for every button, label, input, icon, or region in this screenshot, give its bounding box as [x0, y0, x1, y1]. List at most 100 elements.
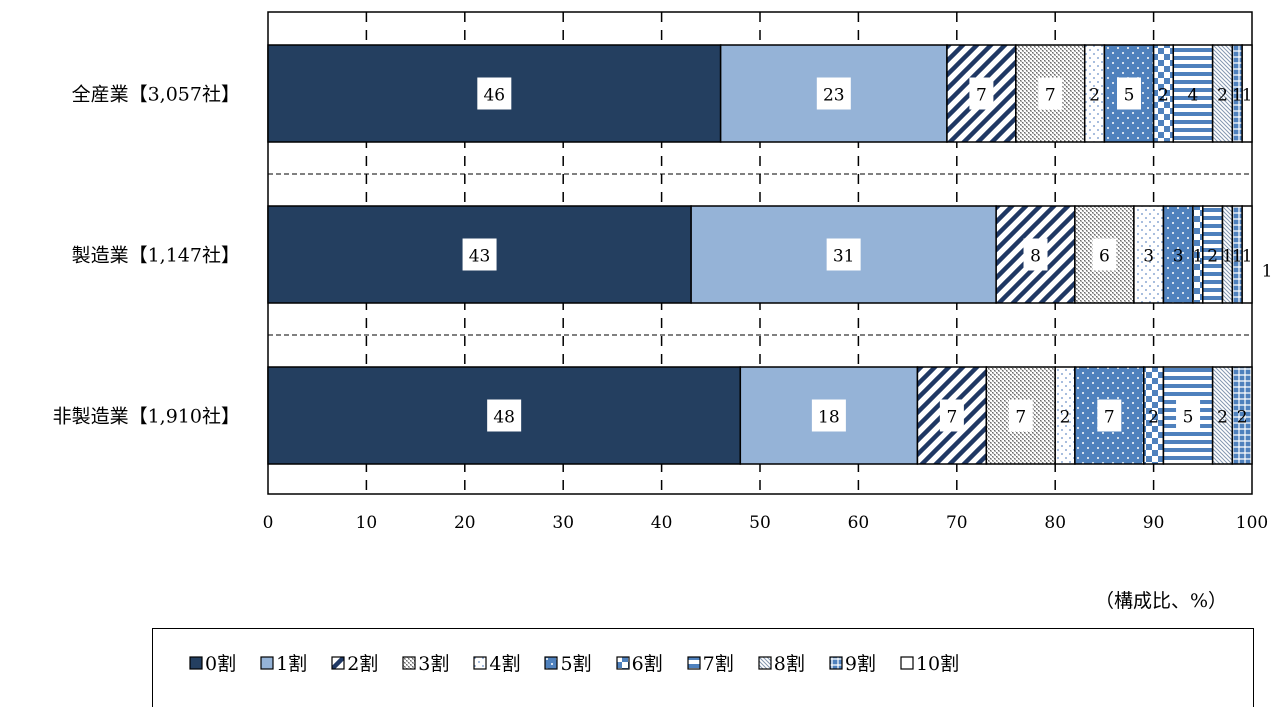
legend-label: 3割: [418, 653, 450, 675]
legend-item: 8割: [758, 649, 805, 676]
bar-segment: [1231, 366, 1253, 465]
x-tick-label: 80: [1044, 513, 1066, 533]
data-label: 1: [1232, 247, 1243, 267]
legend-label: 5割: [560, 653, 592, 675]
data-label: 18: [818, 408, 840, 428]
legend-swatch: [402, 655, 416, 670]
legend-label: 8割: [773, 653, 805, 675]
data-label: 48: [493, 408, 515, 428]
legend-label: 1割: [276, 653, 308, 675]
data-label: 3: [1173, 247, 1184, 267]
data-label: 7: [1015, 408, 1026, 428]
data-label: 31: [833, 247, 855, 267]
data-label: 2: [1148, 408, 1159, 428]
data-label-box: [1092, 238, 1117, 271]
data-label: 1: [1242, 86, 1253, 106]
data-label: 7: [1104, 408, 1115, 428]
data-label: 1: [1192, 247, 1203, 267]
data-label-box: [462, 238, 497, 271]
data-label: 7: [946, 408, 957, 428]
data-label-box: [1038, 77, 1063, 110]
data-label-box: [969, 77, 994, 110]
legend-label: 9割: [844, 653, 876, 675]
data-label-box: [1008, 399, 1033, 432]
data-label: 7: [1045, 86, 1056, 106]
legend-item: 0割: [189, 649, 236, 676]
data-label: 2: [1217, 86, 1228, 106]
data-label: 5: [1124, 86, 1135, 106]
x-tick-label: 70: [946, 513, 968, 533]
data-label-box: [1176, 399, 1201, 432]
legend-item: 1割: [260, 649, 307, 676]
bar-segment: [1162, 205, 1194, 304]
stacked-bar-chart: 0 10 20 30 40 50 60 70 80 90 100 全産業【3,057社】製造業【1,1…: [53, 11, 1273, 533]
data-label: 7: [976, 86, 987, 106]
legend-item: 10割: [900, 649, 959, 676]
data-label-box: [816, 77, 851, 110]
legend-swatch: [473, 655, 487, 670]
data-label-box: [477, 77, 512, 110]
legend-item: 6割: [615, 649, 663, 676]
x-tick-label: 100: [1236, 513, 1268, 533]
data-label: 2: [1158, 86, 1169, 106]
legend-swatch: [758, 655, 772, 670]
legend-swatch: [544, 655, 559, 670]
legend-label: 10割: [915, 653, 960, 675]
bar-segment: [1241, 205, 1253, 304]
data-label-box: [939, 399, 964, 432]
x-tick-label: 20: [454, 513, 476, 533]
x-axis-unit-label: （構成比、%）: [1095, 590, 1228, 612]
data-label: 2: [1207, 247, 1218, 267]
data-label: 1: [1262, 262, 1273, 282]
legend-item: 7割: [687, 649, 734, 676]
category-label: 全産業【3,057社】: [72, 84, 240, 106]
x-tick-label: 0: [263, 513, 274, 533]
legend-swatch: [331, 655, 345, 670]
legend-label: 4割: [489, 653, 521, 675]
data-label: 2: [1089, 86, 1100, 106]
legend-swatch: [615, 655, 630, 670]
data-label: 1: [1232, 86, 1243, 106]
data-label-box: [1097, 399, 1122, 432]
data-label-box: [1117, 77, 1141, 110]
legend-item: 2割: [331, 649, 378, 676]
data-label: 2: [1217, 408, 1228, 428]
legend-row: 0割 1割 2割 3割 4割 5割 6割 7割 8割 9割 10割: [189, 649, 959, 676]
legend-label: 2割: [347, 653, 379, 675]
category-label: 製造業【1,147社】: [72, 245, 240, 267]
x-tick-label: 30: [552, 513, 574, 533]
data-label: 23: [823, 86, 845, 106]
x-tick-label: 60: [848, 513, 870, 533]
data-label-box: [826, 238, 861, 271]
legend-label: 7割: [702, 653, 734, 675]
data-label: 43: [469, 247, 491, 267]
data-label: 3: [1143, 247, 1154, 267]
legend-swatch: [260, 655, 274, 670]
data-label: 1: [1222, 247, 1233, 267]
data-label: 1: [1242, 247, 1253, 267]
data-label: 4: [1188, 86, 1199, 106]
data-label-box: [1023, 238, 1048, 271]
legend-item: 4割: [473, 649, 520, 676]
data-label: 46: [483, 86, 505, 106]
data-label: 2: [1060, 408, 1071, 428]
legend-swatch: [829, 655, 843, 670]
data-label: 2: [1237, 408, 1248, 428]
legend-swatch: [189, 655, 203, 670]
legend-item: 9割: [829, 649, 876, 676]
category-label: 非製造業【1,910社】: [53, 406, 240, 428]
x-tick-label: 10: [356, 513, 378, 533]
legend-label: 6割: [631, 653, 663, 675]
data-label-box: [487, 399, 522, 432]
data-label: 8: [1030, 247, 1041, 267]
data-label: 6: [1099, 247, 1110, 267]
legend-item: 5割: [544, 649, 592, 676]
x-tick-label: 40: [651, 513, 673, 533]
legend-swatch: [687, 655, 701, 670]
x-tick-label: 50: [749, 513, 771, 533]
data-label: 5: [1183, 408, 1194, 428]
legend-swatch: [900, 655, 914, 670]
legend-label: 0割: [205, 653, 237, 675]
data-label-box: [811, 399, 846, 432]
bar-segment: [1172, 44, 1214, 143]
